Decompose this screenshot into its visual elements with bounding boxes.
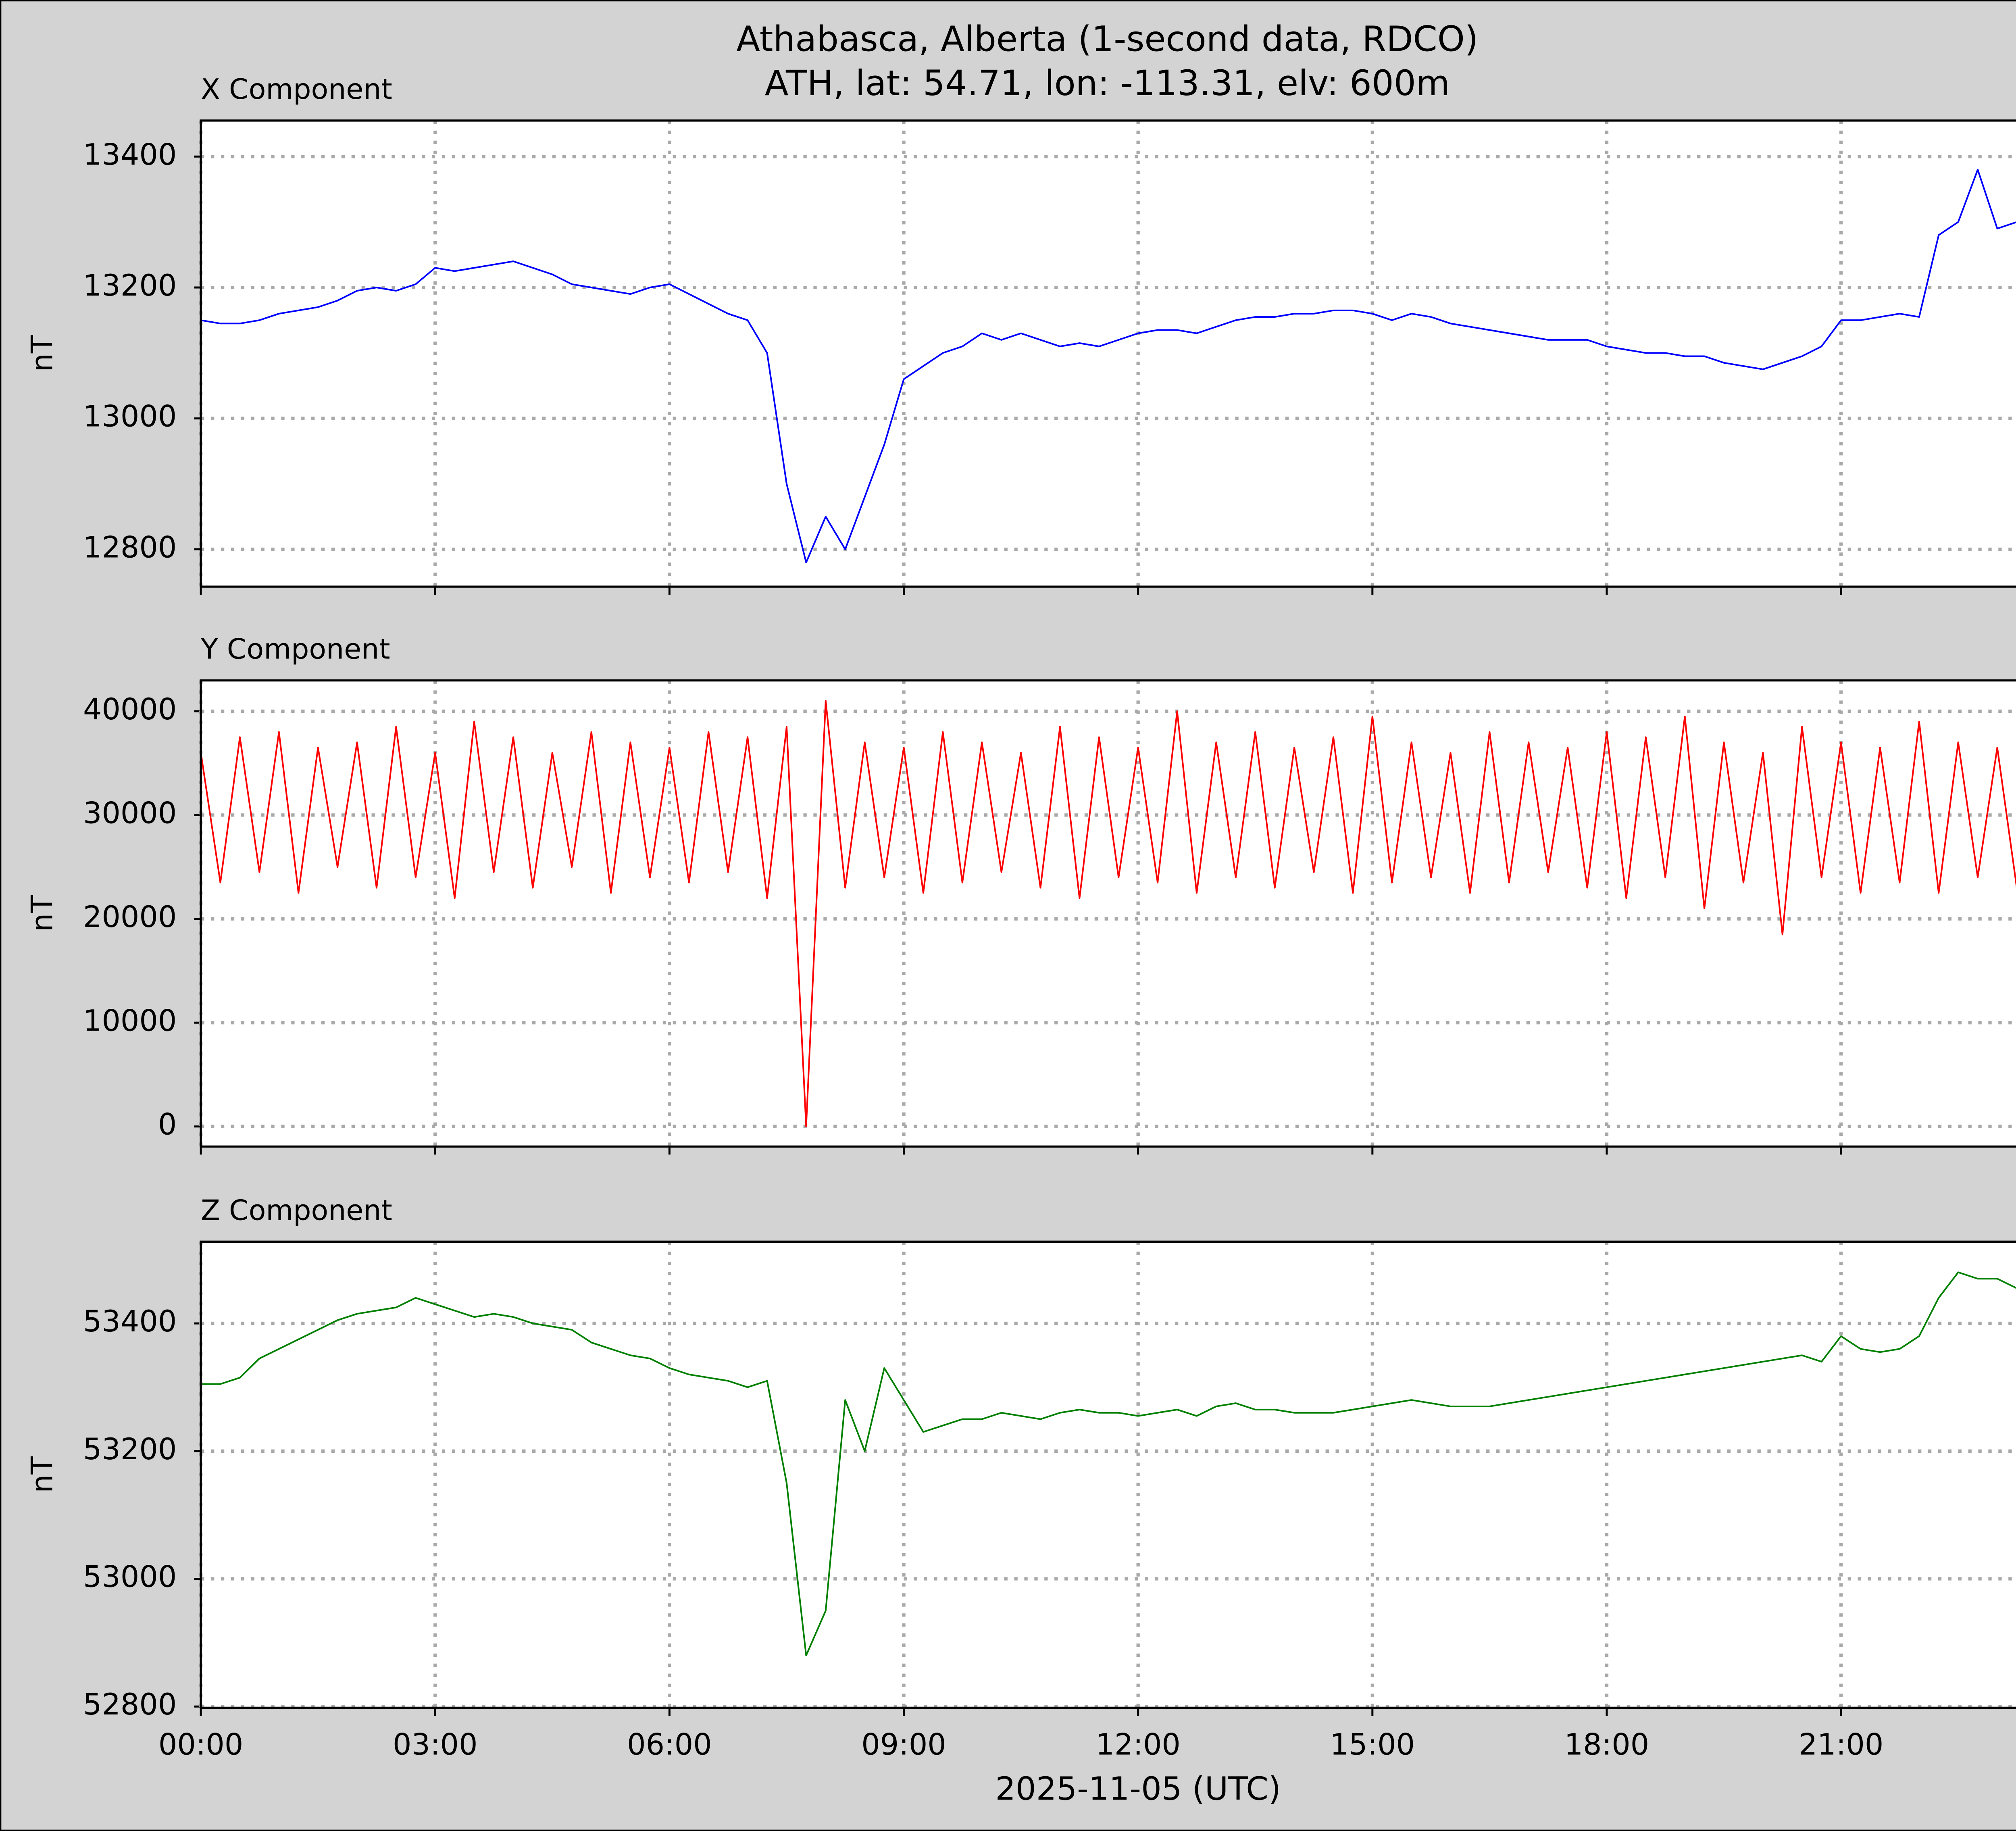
data-line — [200, 700, 2016, 1127]
y-axis-label: nT — [25, 335, 60, 372]
plot-area — [201, 680, 2016, 1147]
x-tick-label: 06:00 — [627, 1728, 712, 1762]
y-tick-label: 53200 — [83, 1432, 177, 1466]
x-tick-label: 12:00 — [1095, 1728, 1180, 1762]
x-axis-label: 2025-11-05 (UTC) — [995, 1770, 1281, 1807]
plot-frame — [200, 119, 2016, 588]
x-tick-label: 18:00 — [1564, 1728, 1649, 1762]
y-tick-label: 30000 — [83, 796, 177, 830]
y-tick-label: 53000 — [83, 1560, 177, 1594]
x-tick-label: 15:00 — [1330, 1728, 1415, 1762]
y-tick-label: 40000 — [83, 692, 177, 727]
y-tick-label: 13200 — [83, 269, 177, 303]
y-tick-label: 52800 — [83, 1687, 177, 1722]
x-tick-label: 21:00 — [1799, 1728, 1883, 1762]
y-tick-label: 13000 — [83, 400, 177, 434]
y-axis-label: nT — [25, 1456, 60, 1493]
x-tick-label: 00:00 — [158, 1728, 243, 1762]
y-tick-label: 0 — [158, 1108, 177, 1142]
y-axis-label: nT — [25, 895, 60, 932]
panel-title: Y Component — [200, 633, 390, 665]
plot-area — [201, 1241, 2016, 1708]
y-tick-label: 53400 — [83, 1304, 177, 1339]
plot-frame — [200, 1240, 2016, 1709]
x-tick-label: 03:00 — [393, 1728, 477, 1762]
panel-title: X Component — [201, 73, 392, 106]
plot-area — [201, 120, 2016, 587]
y-tick-label: 10000 — [83, 1004, 177, 1038]
x-tick-label: 09:00 — [861, 1728, 946, 1762]
y-tick-label: 13400 — [83, 137, 177, 172]
data-line — [201, 1271, 2016, 1656]
figure-subtitle: ATH, lat: 54.71, lon: -113.31, elv: 600m — [765, 63, 1450, 104]
data-line — [200, 169, 2016, 563]
plot-frame — [200, 679, 2016, 1148]
y-tick-label: 12800 — [83, 530, 177, 565]
y-tick-label: 20000 — [83, 900, 177, 934]
figure-title: Athabasca, Alberta (1-second data, RDCO) — [736, 19, 1478, 59]
panel-title: Z Component — [201, 1194, 392, 1227]
